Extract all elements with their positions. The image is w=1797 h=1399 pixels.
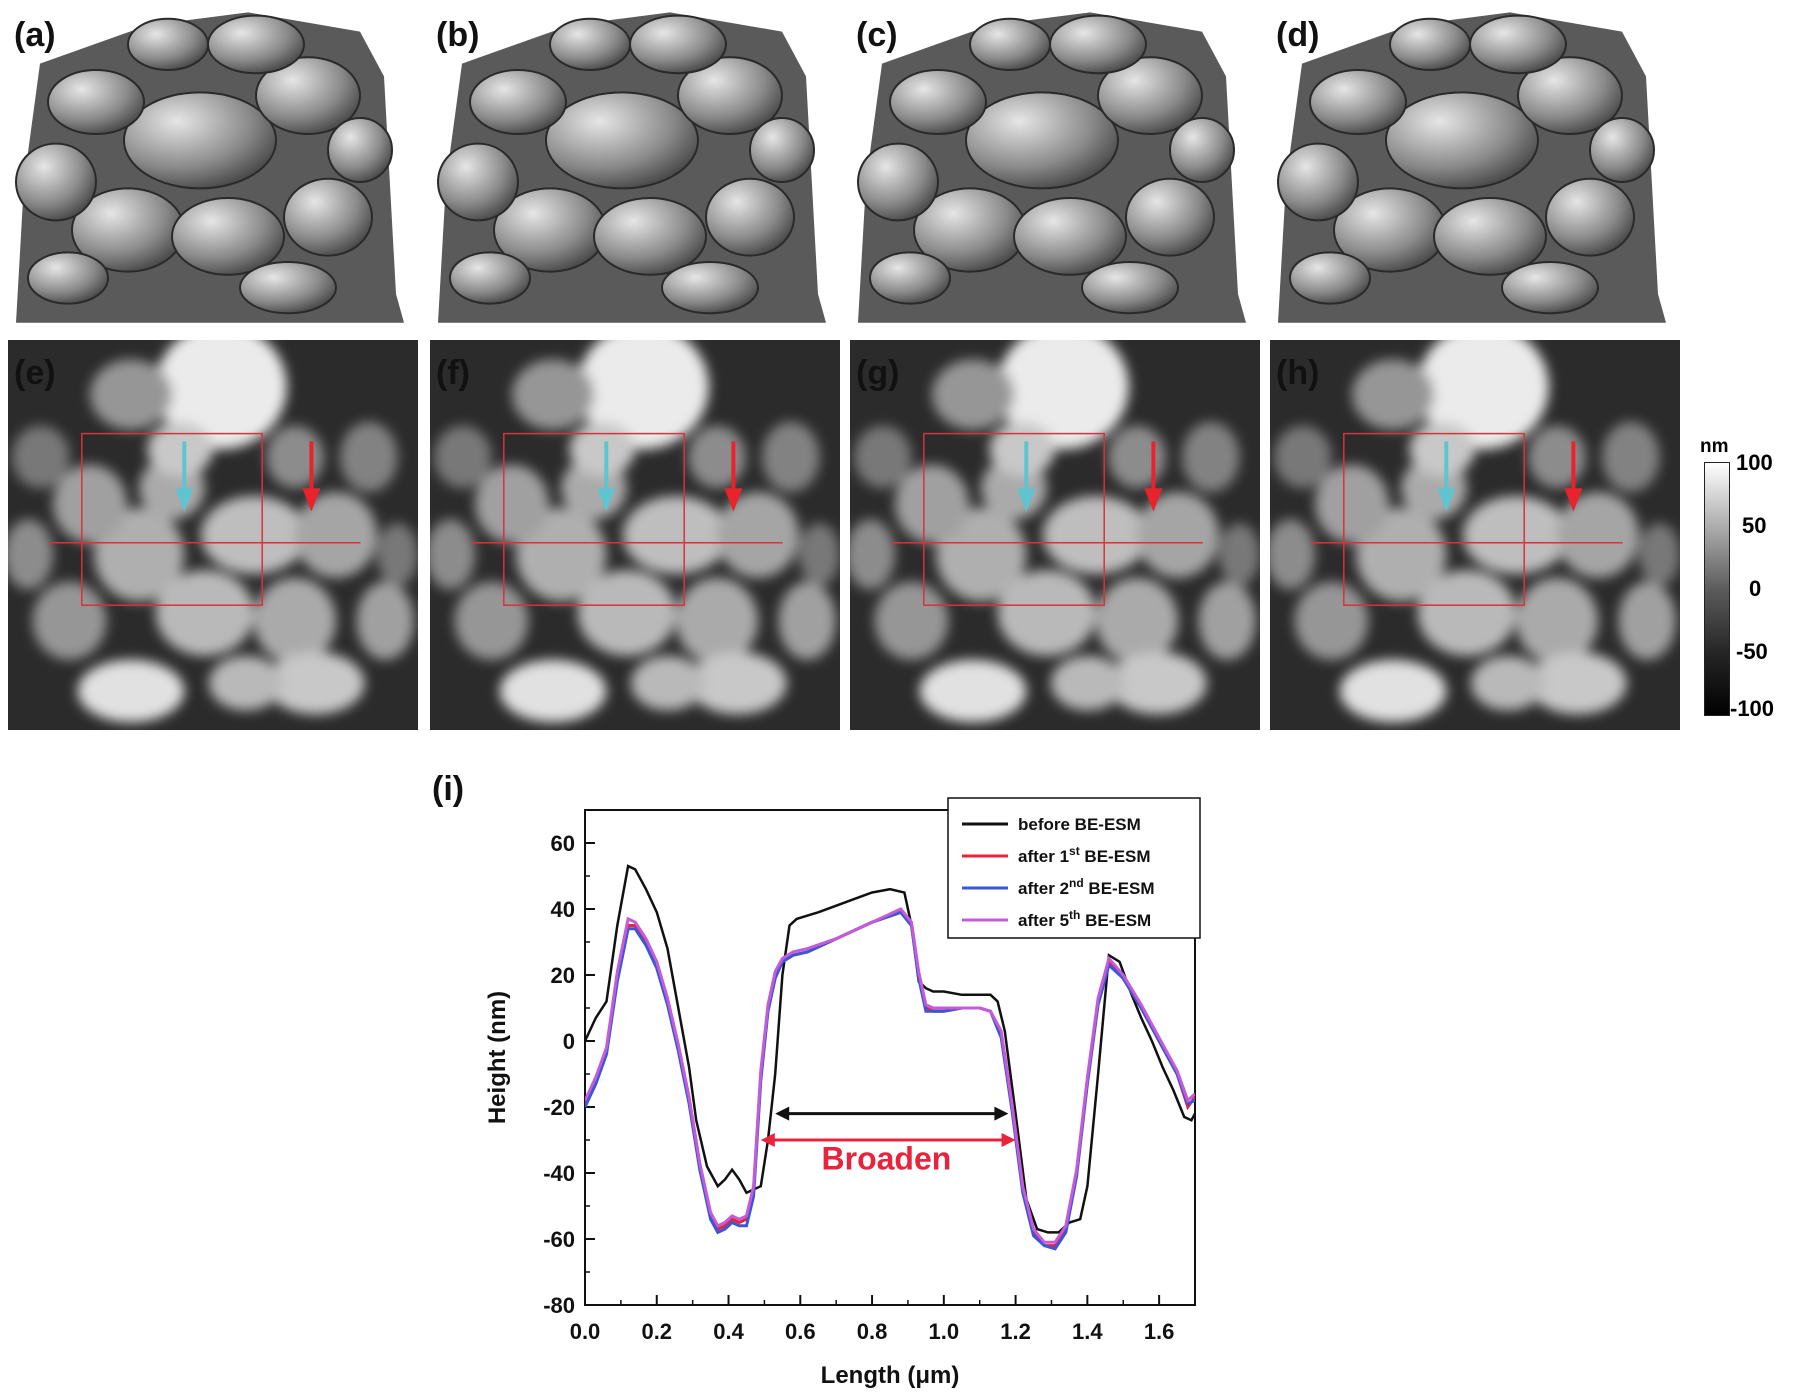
y-tick-label: -80 [543, 1293, 575, 1318]
series-line [585, 907, 1195, 1244]
plot-frame [584, 809, 1196, 1306]
x-tick-label: 0.4 [713, 1319, 744, 1344]
y-tick-label: -40 [543, 1161, 575, 1186]
panel-label: (f) [436, 354, 470, 392]
panel-label: (h) [1276, 354, 1320, 392]
annotation-broaden: Broaden [822, 1141, 952, 1177]
colorbar-tick: 100 [1736, 450, 1773, 475]
arrow-head [1001, 1133, 1016, 1147]
afm-3d-image [15, 12, 404, 323]
x-tick-label: 1.0 [929, 1319, 960, 1344]
afm-3d-image [1277, 12, 1666, 323]
x-tick-label: 1.6 [1144, 1319, 1175, 1344]
panel-label: (c) [856, 16, 898, 54]
series-line [585, 910, 1195, 1251]
legend-entry: after 1st BE-ESM [1018, 844, 1151, 866]
legend-entry: before BE-ESM [1018, 815, 1141, 834]
x-tick-label: 1.2 [1000, 1319, 1031, 1344]
colorbar-tick: 0 [1749, 576, 1762, 601]
y-tick-label: 40 [551, 897, 575, 922]
y-tick-label: 20 [551, 963, 575, 988]
afm-2d-map [850, 340, 1260, 730]
afm-3d-image [857, 12, 1246, 323]
panel-label-i: (i) [432, 770, 465, 808]
y-axis-label: Height (nm) [484, 991, 511, 1124]
x-tick-label: 0.2 [641, 1319, 672, 1344]
colorbar-tick: -100 [1730, 696, 1775, 721]
colorbar-gradient [1704, 462, 1730, 716]
height-colorbar: nm 100 50 0 -50 -100 [1700, 436, 1797, 721]
series-line [585, 864, 1195, 1234]
x-tick-label: 0.6 [785, 1319, 816, 1344]
arrow-head [994, 1106, 1009, 1121]
colorbar-tick: 50 [1742, 513, 1767, 538]
arrow-head [775, 1106, 790, 1121]
x-tick-label: 1.4 [1072, 1319, 1103, 1344]
x-tick-label: 0.0 [570, 1319, 601, 1344]
y-tick-label: 0 [563, 1029, 575, 1054]
afm-3d-image [437, 12, 826, 323]
panel-label: (d) [1276, 16, 1320, 54]
panel-label: (g) [856, 354, 900, 392]
legend-entry: after 2nd BE-ESM [1018, 876, 1155, 898]
arrow-head [760, 1133, 775, 1147]
colorbar-tick: -50 [1736, 639, 1768, 664]
series-line [585, 910, 1195, 1248]
x-tick-label: 0.8 [857, 1319, 888, 1344]
x-axis-label: Length (μm) [821, 1362, 960, 1389]
legend-box [947, 797, 1201, 939]
afm-2d-map [430, 340, 840, 730]
panel-label: (a) [14, 16, 56, 54]
afm-2d-map [8, 340, 418, 730]
y-tick-label: 60 [551, 831, 575, 856]
legend-entry: after 5th BE-ESM [1018, 908, 1151, 930]
afm-2d-map [1270, 340, 1680, 730]
panel-label: (e) [14, 354, 56, 392]
colorbar-unit: nm [1700, 436, 1729, 457]
y-tick-label: -60 [543, 1227, 575, 1252]
panel-label: (b) [436, 16, 480, 54]
y-tick-label: -20 [543, 1095, 575, 1120]
